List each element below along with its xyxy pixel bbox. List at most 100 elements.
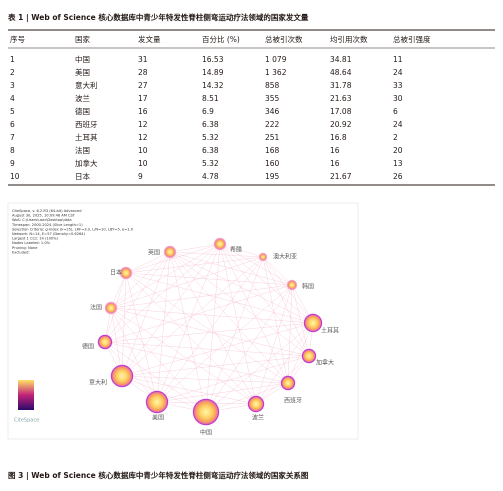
node-label: 加拿大 xyxy=(316,359,334,367)
table-cell: 16.8 xyxy=(330,133,347,142)
table-cell: 6.9 xyxy=(202,107,214,116)
table-cell: 16 xyxy=(138,107,148,116)
node xyxy=(165,247,175,257)
table-cell: 31 xyxy=(138,55,148,64)
table-cell: 8 xyxy=(10,146,15,155)
edge xyxy=(104,341,289,384)
node-label: 英国 xyxy=(148,249,160,257)
edge xyxy=(287,284,293,384)
table-cell: 6.38 xyxy=(202,146,219,155)
edge xyxy=(104,322,314,343)
citespace-info: Timespan: 2000-2024 (Slice Length=1) xyxy=(11,223,83,227)
edge xyxy=(125,272,158,403)
edge xyxy=(219,243,314,324)
edge xyxy=(255,284,293,405)
node-label: 德国 xyxy=(82,343,94,351)
table-cell: 16 xyxy=(330,159,340,168)
table-header: 均引用次数 xyxy=(330,34,368,44)
table-cell: 中国 xyxy=(75,54,90,64)
table-cell: 48.64 xyxy=(330,68,352,77)
table-cell: 24 xyxy=(393,68,403,77)
logo: CiteSpace xyxy=(14,418,39,424)
table-cell: 168 xyxy=(265,146,280,155)
node xyxy=(215,239,225,249)
table-cell: 17.08 xyxy=(330,107,352,116)
edge xyxy=(110,307,310,357)
node-label: 韩国 xyxy=(302,283,314,291)
node xyxy=(106,303,116,313)
table-cell: 10 xyxy=(138,146,148,155)
edge xyxy=(287,322,314,384)
edge xyxy=(156,243,221,403)
node xyxy=(288,281,296,289)
node xyxy=(282,377,294,389)
table-cell: 1 xyxy=(10,55,15,64)
edge xyxy=(125,251,171,274)
table-cell: 28 xyxy=(138,68,148,77)
table-cell: 日本 xyxy=(75,171,90,181)
node-label: 中国 xyxy=(200,429,212,437)
node-label: 澳大利亚 xyxy=(273,253,297,261)
table-cell: 12 xyxy=(138,133,148,142)
edge xyxy=(205,382,289,413)
table-cell: 5.32 xyxy=(202,159,219,168)
node-label: 法国 xyxy=(90,304,102,312)
node xyxy=(305,315,321,331)
edge xyxy=(121,375,257,405)
node xyxy=(121,268,131,278)
node xyxy=(147,392,167,412)
edge xyxy=(121,272,127,377)
table-cell: 美国 xyxy=(75,67,90,77)
edge xyxy=(125,243,221,274)
node-label: 波兰 xyxy=(252,414,264,422)
table-cell: 27 xyxy=(138,81,148,90)
table-cell: 4 xyxy=(10,94,15,103)
table-title: 表 1 | Web of Science 核心数据库中青少年特发性脊柱侧弯运动疗… xyxy=(8,12,309,23)
table-cell: 加拿大 xyxy=(75,158,98,168)
table-cell: 1 079 xyxy=(265,55,287,64)
table-cell: 20 xyxy=(393,146,403,155)
table-cell: 土耳其 xyxy=(75,132,98,142)
edge xyxy=(125,272,289,384)
table-cell: 30 xyxy=(393,94,403,103)
table-cell: 12 xyxy=(138,120,148,129)
edge xyxy=(104,284,293,343)
edge xyxy=(169,251,264,258)
edge xyxy=(121,243,221,377)
figure-frame xyxy=(7,202,359,440)
table-cell: 346 xyxy=(265,107,280,116)
table-cell: 5 xyxy=(10,107,15,116)
table-header: 国家 xyxy=(75,34,90,44)
table-cell: 5.32 xyxy=(202,133,219,142)
edge xyxy=(219,243,289,384)
edge xyxy=(219,243,264,258)
node-label: 意大利 xyxy=(89,379,107,387)
table-cell: 14.32 xyxy=(202,81,224,90)
table-cell: 1 362 xyxy=(265,68,287,77)
edge xyxy=(121,256,264,377)
table-cell: 7 xyxy=(10,133,15,142)
node xyxy=(249,397,263,411)
node-label: 西班牙 xyxy=(284,397,302,405)
table-cell: 251 xyxy=(265,133,280,142)
table-cell: 16 xyxy=(330,146,340,155)
edge xyxy=(205,256,264,413)
edge xyxy=(219,243,257,405)
citespace-info: August 30, 2025, 10:09:48 AM CST xyxy=(12,214,76,218)
table-header: 序号 xyxy=(10,34,25,44)
edge xyxy=(169,251,289,384)
table-cell: 858 xyxy=(265,81,280,90)
edge xyxy=(125,256,264,274)
table-cell: 6.38 xyxy=(202,120,219,129)
table-cell: 6 xyxy=(393,107,398,116)
table-cell: 24 xyxy=(393,120,403,129)
edge xyxy=(110,284,293,309)
node xyxy=(112,366,132,386)
edge xyxy=(121,322,314,377)
citespace-info: Network: N=14, E=57 (Density=0.6264) xyxy=(12,232,86,236)
edge xyxy=(262,256,289,384)
node-label: 土耳其 xyxy=(321,327,339,335)
table-header: 百分比 (%) xyxy=(202,34,240,44)
table-cell: 195 xyxy=(265,172,280,181)
table-cell: 10 xyxy=(138,159,148,168)
